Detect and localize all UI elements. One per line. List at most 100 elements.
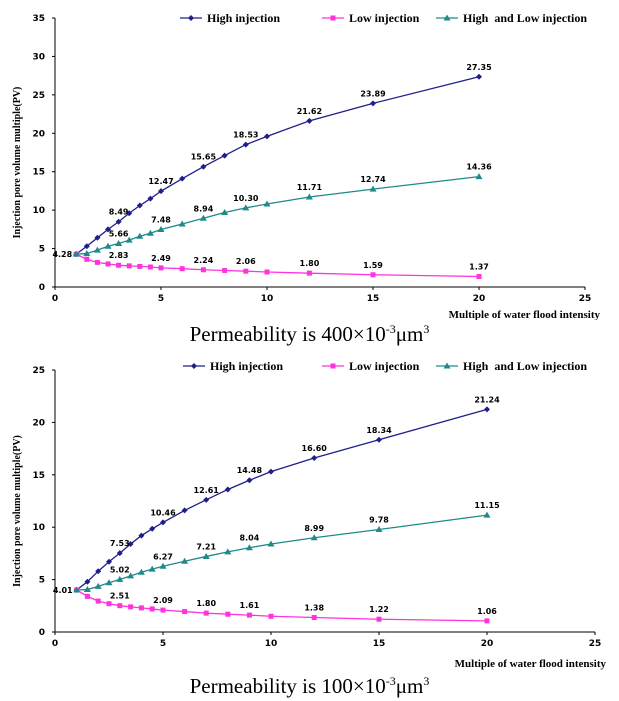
chart-400-caption: Permeability is 400×10-3μm3 bbox=[0, 322, 619, 347]
data-label: 12.61 bbox=[194, 486, 220, 495]
data-point-high_low bbox=[105, 579, 113, 586]
data-label: 2.51 bbox=[110, 592, 130, 601]
x-tick-label: 5 bbox=[158, 294, 164, 304]
data-point-low bbox=[117, 603, 123, 609]
data-point-high bbox=[476, 73, 482, 80]
data-label: 4.01 bbox=[53, 586, 73, 595]
data-label: 21.62 bbox=[297, 107, 322, 116]
data-point-high_low bbox=[73, 586, 81, 593]
data-label: 1.06 bbox=[477, 607, 497, 616]
chart-400: 0 5 10 15 20 25 30 35 0 5 10 15 20 25 Injection pore v… bbox=[0, 0, 619, 348]
data-point-high bbox=[203, 496, 210, 503]
data-label: 7.53 bbox=[110, 539, 130, 548]
data-point-low bbox=[311, 615, 317, 621]
x-tick-label: 25 bbox=[589, 639, 602, 649]
data-point-high_low bbox=[137, 568, 145, 575]
data-point-high_low bbox=[305, 193, 313, 200]
series-line-high_low bbox=[76, 175, 480, 255]
x-tick-label: 10 bbox=[265, 639, 278, 649]
data-point-low bbox=[268, 613, 274, 619]
data-point-low bbox=[160, 607, 166, 613]
data-point-high_low bbox=[224, 548, 232, 555]
y-axis-label: Injection pore volume multiple(PV) bbox=[12, 435, 23, 587]
data-point-low bbox=[106, 601, 112, 607]
data-point-high_low bbox=[178, 220, 186, 227]
data-label: 8.94 bbox=[194, 204, 214, 213]
data-point-high bbox=[311, 455, 318, 462]
data-point-high bbox=[200, 163, 207, 170]
data-label: 8.04 bbox=[240, 534, 260, 543]
data-point-low bbox=[94, 259, 100, 265]
legend-marker-high bbox=[191, 363, 197, 369]
data-label: 2.09 bbox=[153, 596, 173, 605]
x-tick-label: 20 bbox=[473, 294, 486, 304]
data-label: 5.66 bbox=[109, 229, 129, 238]
data-label: 5.02 bbox=[110, 565, 130, 574]
data-label: 10.30 bbox=[233, 194, 259, 203]
data-point-high bbox=[224, 486, 231, 493]
data-point-high_low bbox=[83, 250, 91, 257]
series-line-low bbox=[76, 589, 488, 622]
data-point-low bbox=[84, 256, 90, 262]
data-label: 2.24 bbox=[194, 256, 214, 265]
data-point-high bbox=[116, 550, 123, 557]
data-label: 2.06 bbox=[236, 257, 256, 266]
y-tick-label: 10 bbox=[32, 206, 45, 216]
data-point-high_low bbox=[202, 552, 210, 559]
data-point-low bbox=[128, 604, 134, 610]
data-point-high bbox=[158, 188, 164, 195]
data-point-high_low bbox=[146, 229, 154, 236]
legend-marker-high bbox=[188, 15, 194, 21]
series-line-high_low bbox=[76, 514, 488, 591]
caption-text: Permeability is 400×10 bbox=[189, 322, 386, 346]
data-point-high_low bbox=[483, 511, 491, 518]
data-point-high_low bbox=[93, 246, 101, 253]
data-point-high bbox=[84, 578, 91, 585]
data-label: 1.80 bbox=[196, 599, 216, 608]
data-point-high_low bbox=[127, 572, 135, 579]
data-point-high_low bbox=[181, 557, 189, 564]
data-point-high_low bbox=[199, 214, 207, 221]
data-label: 10.46 bbox=[150, 508, 176, 517]
x-tick-label: 15 bbox=[367, 294, 380, 304]
chart-400-svg: 0 5 10 15 20 25 30 35 0 5 10 15 20 25 Injection pore v… bbox=[12, 11, 601, 320]
data-label: 14.36 bbox=[466, 163, 492, 172]
data-point-high_low bbox=[125, 236, 133, 243]
legend-marker-high_low bbox=[443, 14, 451, 21]
data-point-high_low bbox=[104, 242, 112, 249]
y-tick-label: 20 bbox=[32, 418, 45, 428]
y-tick-label: 15 bbox=[32, 471, 45, 481]
data-label: 16.60 bbox=[302, 444, 328, 453]
x-axis-label: Multiple of water flood intensity bbox=[455, 658, 607, 670]
data-label: 14.48 bbox=[237, 466, 263, 475]
data-point-low bbox=[222, 267, 228, 273]
legend-marker-low bbox=[330, 363, 336, 369]
data-point-high_low bbox=[148, 565, 156, 572]
data-point-low bbox=[225, 611, 231, 617]
legend-label-high_low: High and Low injection bbox=[463, 11, 587, 25]
chart-100-caption: Permeability is 100×10-3μm3 bbox=[0, 674, 619, 699]
data-label: 8.99 bbox=[304, 524, 324, 533]
data-point-high bbox=[149, 525, 156, 532]
data-point-high_low bbox=[157, 226, 165, 233]
data-label: 1.22 bbox=[369, 605, 389, 614]
data-label: 9.78 bbox=[369, 516, 389, 525]
data-label: 1.61 bbox=[240, 601, 260, 610]
data-label: 23.89 bbox=[360, 89, 386, 98]
data-point-low bbox=[179, 266, 185, 272]
data-point-low bbox=[246, 612, 252, 618]
data-point-low bbox=[84, 593, 90, 599]
caption-exponent: -3 bbox=[385, 322, 396, 336]
data-label: 21.24 bbox=[474, 395, 500, 404]
data-point-low bbox=[95, 598, 101, 604]
data-point-low bbox=[376, 616, 382, 622]
y-tick-label: 15 bbox=[32, 168, 45, 178]
data-point-high_low bbox=[310, 534, 318, 541]
data-point-high bbox=[242, 141, 249, 148]
x-axis-label: Multiple of water flood intensity bbox=[449, 309, 601, 320]
caption-unit: μm bbox=[395, 674, 424, 698]
data-point-high bbox=[179, 175, 186, 182]
chart-100: 0 5 10 15 20 25 0 5 10 15 20 25 Injection pore volum… bbox=[0, 352, 619, 701]
data-point-high bbox=[246, 477, 253, 484]
y-tick-label: 5 bbox=[39, 576, 45, 586]
